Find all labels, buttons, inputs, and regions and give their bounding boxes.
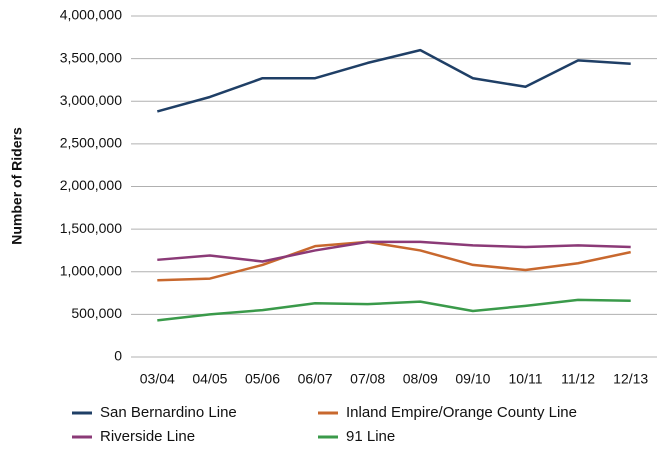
x-tick-label: 04/05 [192, 371, 227, 387]
x-tick-label: 06/07 [298, 371, 333, 387]
x-tick-label: 05/06 [245, 371, 280, 387]
x-tick-label: 08/09 [403, 371, 438, 387]
x-tick-label: 11/12 [561, 371, 595, 387]
y-tick-label: 3,500,000 [60, 49, 122, 65]
legend-label: San Bernardino Line [100, 404, 237, 421]
x-tick-label: 10/11 [509, 371, 543, 387]
y-tick-label: 1,000,000 [60, 262, 122, 278]
y-tick-label: 2,000,000 [60, 177, 122, 193]
series-line [157, 298, 631, 322]
x-tick-label: 09/10 [455, 371, 490, 387]
y-tick-label: 2,500,000 [60, 135, 122, 151]
x-tick-label: 03/04 [140, 371, 175, 387]
legend-label: Inland Empire/Orange County Line [346, 404, 577, 421]
legend-label: Riverside Line [100, 428, 195, 445]
x-tick-label: 12/13 [613, 371, 648, 387]
y-axis-label: Number of Riders [9, 127, 25, 245]
legend-label: 91 Line [346, 428, 395, 445]
y-tick-label: 500,000 [71, 305, 122, 321]
y-tick-label: 0 [114, 348, 122, 364]
y-tick-label: 1,500,000 [60, 220, 122, 236]
series-line [156, 48, 631, 113]
series-line [157, 240, 631, 263]
y-tick-label: 4,000,000 [60, 7, 122, 23]
x-tick-label: 07/08 [350, 371, 385, 387]
series-line [157, 240, 631, 282]
y-tick-label: 3,000,000 [60, 92, 122, 108]
